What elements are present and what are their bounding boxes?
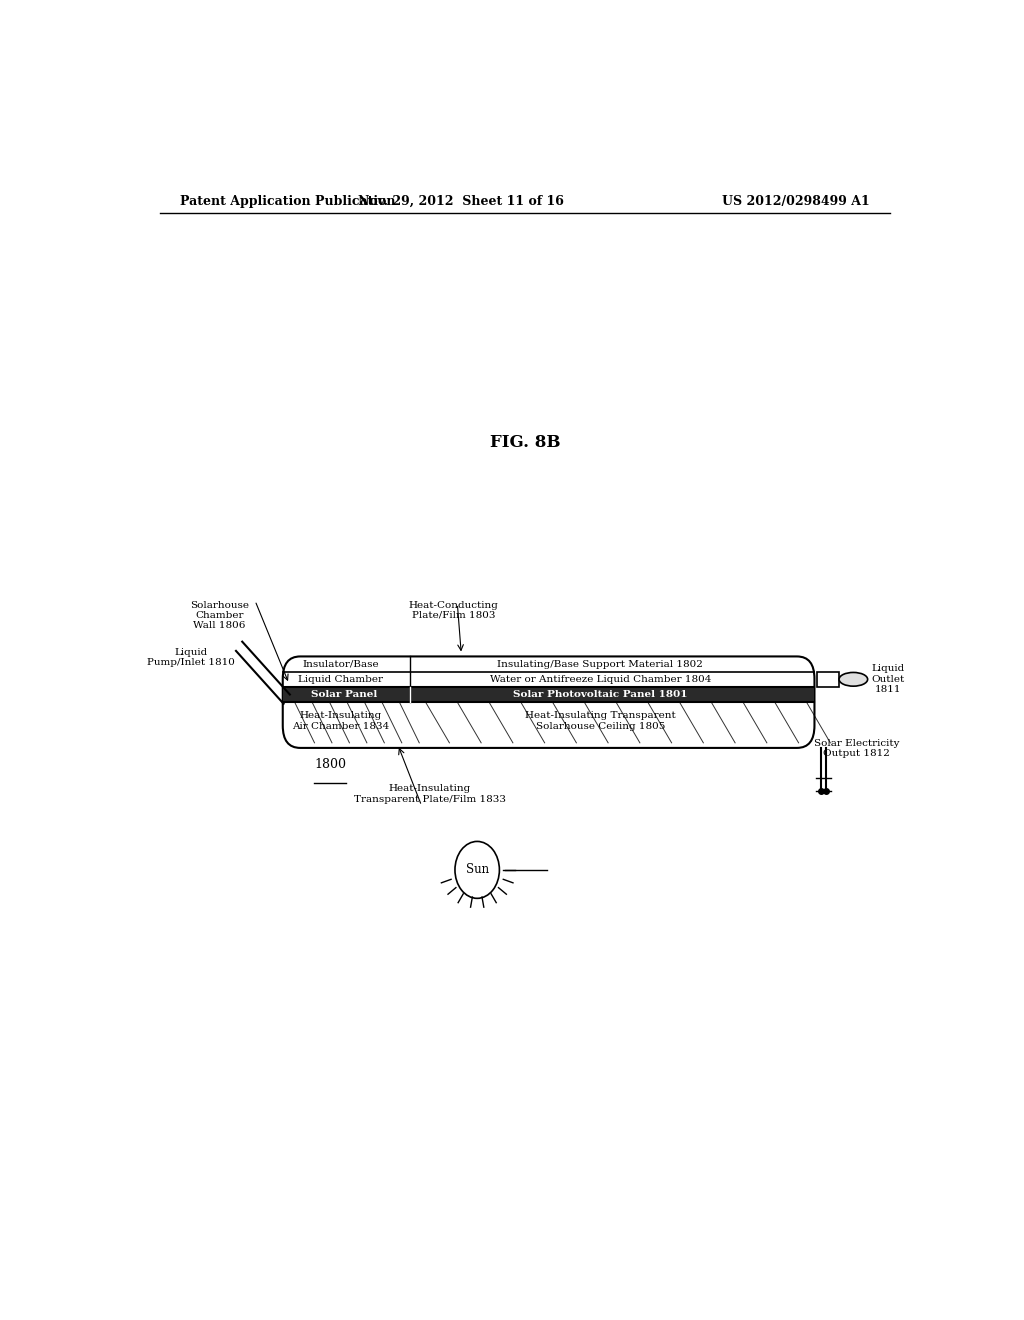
Text: Water or Antifreeze Liquid Chamber 1804: Water or Antifreeze Liquid Chamber 1804 bbox=[489, 675, 711, 684]
Text: Heat-Insulating Transparent
Solarhouse Ceiling 1805: Heat-Insulating Transparent Solarhouse C… bbox=[525, 711, 676, 731]
Ellipse shape bbox=[839, 672, 867, 686]
Text: Sun: Sun bbox=[466, 863, 488, 876]
Text: 1800: 1800 bbox=[314, 758, 346, 771]
Text: Nov. 29, 2012  Sheet 11 of 16: Nov. 29, 2012 Sheet 11 of 16 bbox=[358, 194, 564, 207]
Text: Insulating/Base Support Material 1802: Insulating/Base Support Material 1802 bbox=[498, 660, 703, 668]
Text: Heat-Conducting
Plate/Film 1803: Heat-Conducting Plate/Film 1803 bbox=[409, 601, 499, 620]
Text: Insulator/Base: Insulator/Base bbox=[302, 660, 379, 668]
Bar bbox=[817, 672, 839, 686]
Text: FIG. 8B: FIG. 8B bbox=[489, 434, 560, 451]
Text: Solar Panel: Solar Panel bbox=[310, 690, 377, 700]
Text: Solar Photovoltaic Panel 1801: Solar Photovoltaic Panel 1801 bbox=[513, 690, 687, 700]
Text: Heat-Insulating
Air Chamber 1834: Heat-Insulating Air Chamber 1834 bbox=[292, 711, 389, 731]
Text: US 2012/0298499 A1: US 2012/0298499 A1 bbox=[722, 194, 870, 207]
Text: Solar Electricity
Output 1812: Solar Electricity Output 1812 bbox=[814, 739, 899, 758]
Text: Patent Application Publication: Patent Application Publication bbox=[179, 194, 395, 207]
Text: Solarhouse
Chamber
Wall 1806: Solarhouse Chamber Wall 1806 bbox=[189, 601, 249, 631]
Text: Liquid
Pump/Inlet 1810: Liquid Pump/Inlet 1810 bbox=[147, 648, 236, 667]
Text: Heat-Insulating
Transparent Plate/Film 1833: Heat-Insulating Transparent Plate/Film 1… bbox=[353, 784, 506, 804]
Bar bbox=[283, 686, 814, 702]
Text: Liquid Chamber: Liquid Chamber bbox=[298, 675, 383, 684]
Text: Liquid
Outlet
1811: Liquid Outlet 1811 bbox=[871, 664, 905, 694]
FancyBboxPatch shape bbox=[283, 656, 814, 748]
